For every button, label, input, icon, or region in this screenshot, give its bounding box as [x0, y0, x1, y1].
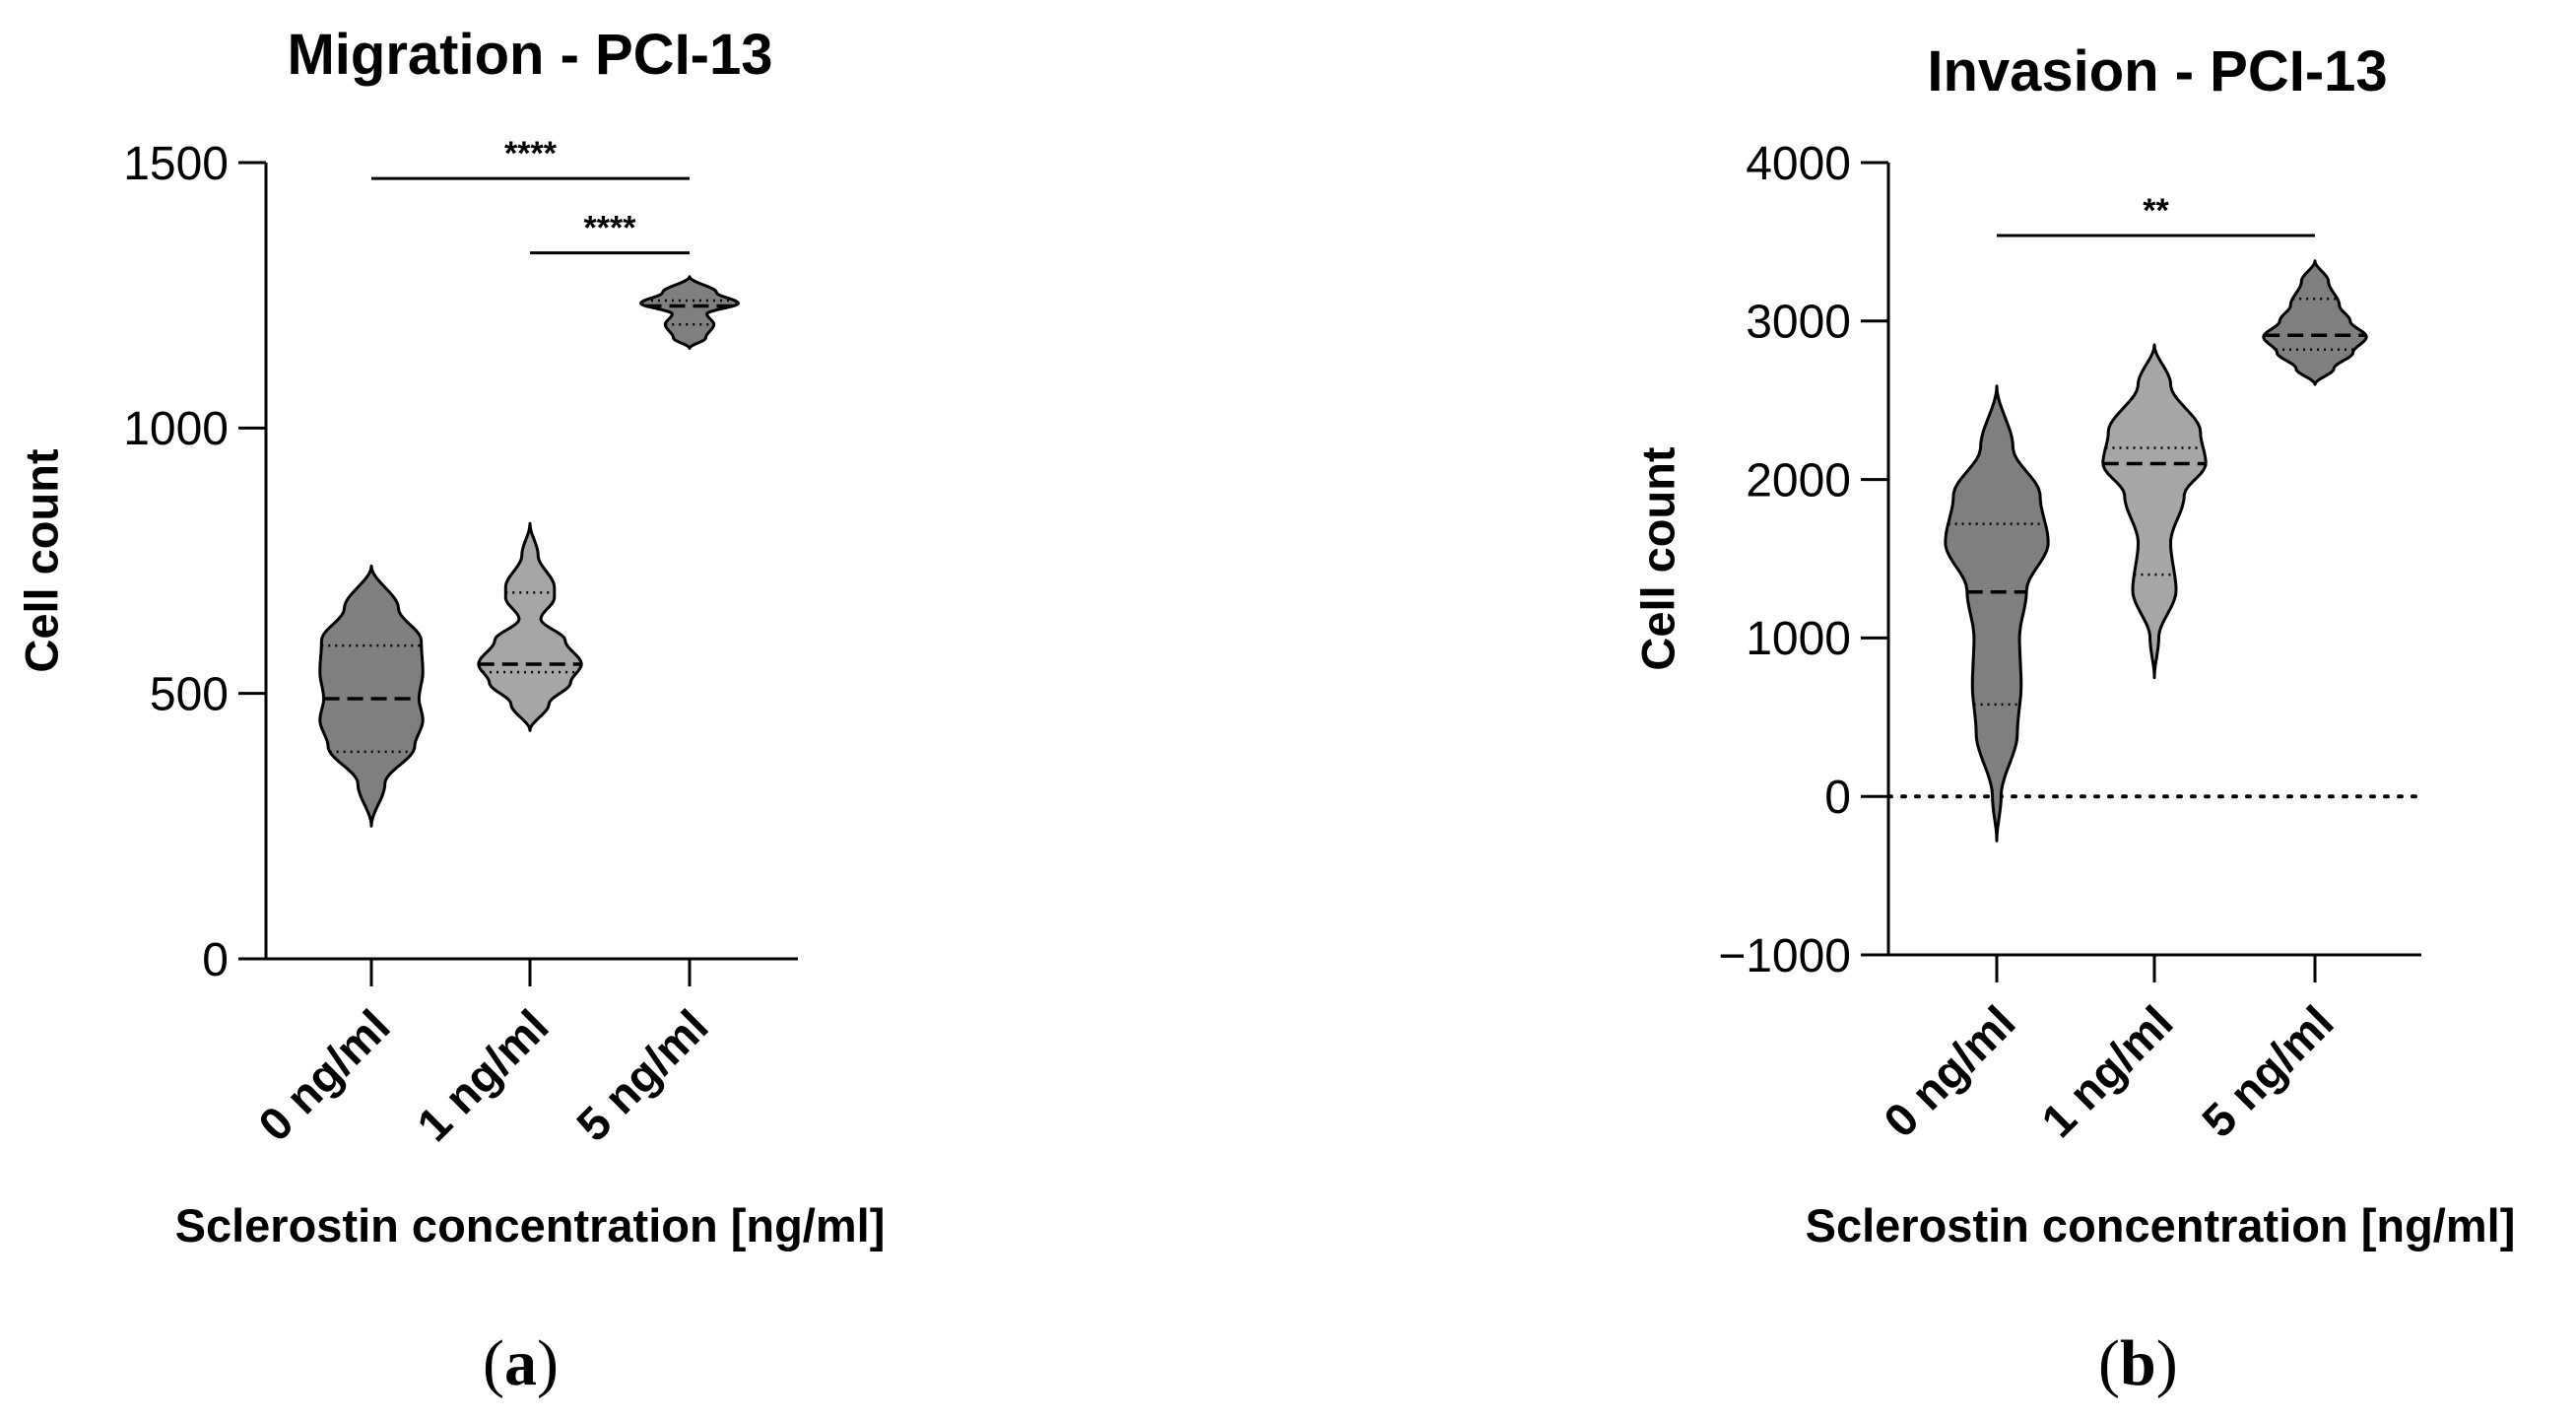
- y-tick-label: 500: [150, 668, 229, 720]
- violin-2: [639, 275, 740, 350]
- panel-label: (a): [483, 1327, 559, 1399]
- significance-label: ****: [584, 210, 637, 247]
- y-axis-label: Cell count: [15, 448, 67, 673]
- panel-a: Migration - PCI-13 Cell count 0 500 1000 1500…: [15, 23, 885, 1399]
- violin-0: [318, 564, 425, 828]
- violin-0: [1944, 384, 2050, 843]
- x-tick-label: 0 ng/ml: [1874, 995, 2025, 1147]
- y-tick-label: 0: [202, 934, 229, 986]
- chart-title: Migration - PCI-13: [287, 23, 772, 87]
- x-axis-label: Sclerostin concentration [ng/ml]: [1806, 1199, 2516, 1251]
- panel-b: Invasion - PCI-13 Cell count −1000 0 1000 200…: [1631, 39, 2515, 1399]
- significance-label: ****: [504, 135, 558, 172]
- y-tick-label: 0: [1824, 772, 1851, 824]
- y-tick-label: 2000: [1746, 454, 1851, 507]
- y-tick-label: −1000: [1718, 930, 1851, 982]
- y-tick-label: 1000: [1746, 613, 1851, 665]
- violin-1: [477, 521, 583, 732]
- x-tick-label: 1 ng/ml: [2031, 995, 2183, 1147]
- x-tick-label: 0 ng/ml: [248, 999, 400, 1151]
- violin-1: [2101, 343, 2208, 680]
- y-tick-label: 1500: [123, 138, 229, 190]
- y-tick-label: 1000: [123, 403, 229, 455]
- x-axis-label: Sclerostin concentration [ng/ml]: [175, 1199, 886, 1251]
- panel-label: (b): [2098, 1327, 2178, 1399]
- violin-2: [2262, 259, 2368, 386]
- x-tick-label: 5 ng/ml: [566, 999, 718, 1151]
- significance-label: **: [2143, 192, 2169, 230]
- chart-title: Invasion - PCI-13: [1927, 39, 2387, 103]
- y-tick-label: 4000: [1746, 138, 1851, 190]
- y-tick-label: 3000: [1746, 297, 1851, 349]
- x-tick-label: 1 ng/ml: [407, 999, 559, 1151]
- y-axis-label: Cell count: [1631, 446, 1684, 671]
- x-tick-label: 5 ng/ml: [2192, 995, 2344, 1147]
